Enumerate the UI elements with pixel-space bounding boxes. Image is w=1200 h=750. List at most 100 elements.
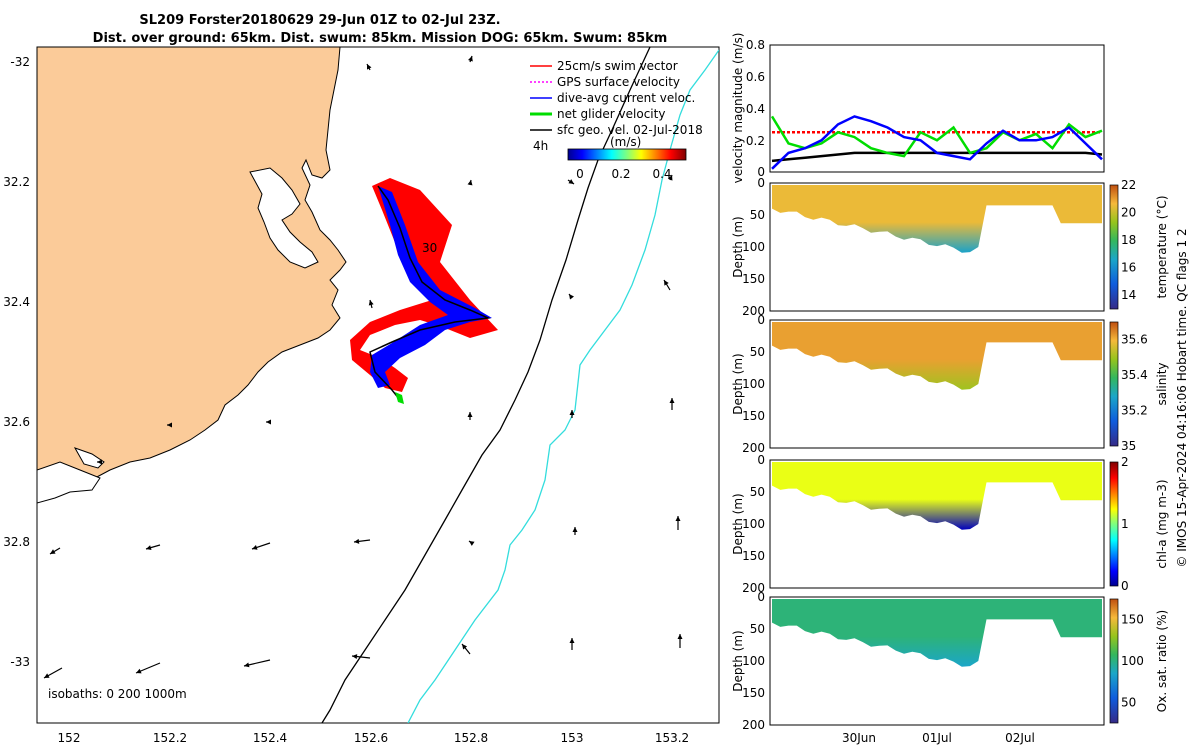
colorbar-tick: 14 xyxy=(1121,288,1136,302)
velocity-ytick: 0.8 xyxy=(746,38,765,52)
track-label: 30 xyxy=(422,241,437,255)
velocity-ytick: 0.4 xyxy=(746,102,765,116)
geo-arrowhead xyxy=(572,527,578,532)
footer-credit: © IMOS 15-Apr-2024 04:16:06 Hobart time.… xyxy=(1175,228,1189,567)
map-xtick: 152.6 xyxy=(354,731,388,745)
colorbar-tick: 0.2 xyxy=(611,167,630,181)
colorbar-tick: 16 xyxy=(1121,261,1136,275)
heatmap-colorbar xyxy=(1109,321,1119,447)
map-ytick: 32.2 xyxy=(3,175,30,189)
map-ytick: -32 xyxy=(10,55,30,69)
geo-arrowhead xyxy=(569,638,575,643)
colorbar-tick: 35 xyxy=(1121,439,1136,453)
geo-arrowhead xyxy=(677,634,683,639)
colorbar-label: salinity xyxy=(1155,362,1169,405)
geo-arrowhead xyxy=(50,549,56,554)
heatmap-ytick: 0 xyxy=(757,313,765,327)
legend-label: 25cm/s swim vector xyxy=(557,59,678,73)
velocity-frame xyxy=(769,44,1105,173)
heatmap-panel-salinity: 0 50 100 150 200 Depth (m) 35.6 35.4 35.2 35 salin… xyxy=(731,313,1169,455)
geo-arrowhead xyxy=(462,644,468,650)
map-yticks: -32 32.2 32.4 32.6 32.8 -33 xyxy=(3,55,30,669)
heatmap-ytick: 200 xyxy=(742,441,765,455)
heatmap-ytick: 50 xyxy=(750,345,765,359)
heatmap-ytick: 0 xyxy=(757,590,765,604)
heatmap-data-region xyxy=(772,185,1102,253)
heatmap-ytick: 200 xyxy=(742,304,765,318)
geo-arrowhead xyxy=(354,538,360,544)
legend-label: net glider velocity xyxy=(557,107,665,121)
map-xtick: 152.8 xyxy=(454,731,488,745)
velocity-ytick: 0.6 xyxy=(746,70,765,84)
colorbar-label: chl-a (mg m-3) xyxy=(1155,479,1169,568)
colorbar-tick: 20 xyxy=(1121,206,1136,220)
geo-arrowhead xyxy=(675,516,681,521)
geo-arrowhead xyxy=(244,662,250,668)
heatmap-ytick: 200 xyxy=(742,581,765,595)
velocity-series-line xyxy=(770,115,1103,158)
geo-arrowhead xyxy=(252,545,258,550)
title-line2: Dist. over ground: 65km. Dist. swum: 85k… xyxy=(93,31,668,46)
map-xtick: 152.2 xyxy=(153,731,187,745)
heatmap-ytick: 150 xyxy=(742,686,765,700)
velocity-ylabel: velocity magnitude (m/s) xyxy=(731,33,745,184)
isobath-200m xyxy=(321,47,651,723)
map-xtick: 152.4 xyxy=(253,731,287,745)
colorbar-tick: 150 xyxy=(1121,613,1144,627)
heatmap-ylabel: Depth (m) xyxy=(731,353,745,414)
map-legend: 25cm/s swim vector GPS surface velocity … xyxy=(530,59,703,181)
legend-label: dive-avg current veloc. xyxy=(557,91,695,105)
geo-arrowhead xyxy=(568,179,574,184)
heatmap-ylabel: Depth (m) xyxy=(731,630,745,691)
estuary xyxy=(249,167,319,269)
geo-arrowhead xyxy=(266,419,271,425)
geo-arrowhead xyxy=(146,545,152,551)
heatmap-ytick: 150 xyxy=(742,272,765,286)
colorbar-tick: 0 xyxy=(1121,579,1129,593)
time-tick: 02Jul xyxy=(1005,731,1035,745)
colorbar-tick: 50 xyxy=(1121,695,1136,709)
geo-arrowhead xyxy=(44,673,50,678)
current-vectors xyxy=(370,186,492,388)
colorbar-tick: 1 xyxy=(1121,517,1129,531)
map-ytick: 32.8 xyxy=(3,535,30,549)
legend-label: sfc geo. vel. 02-Jul-2018 xyxy=(557,123,703,137)
geo-arrowhead xyxy=(467,412,473,417)
heatmap-ytick: 100 xyxy=(742,377,765,391)
geo-arrowhead xyxy=(669,398,675,403)
estuary xyxy=(73,447,105,469)
geo-arrowhead xyxy=(367,64,372,70)
colorbar-label: temperature (°C) xyxy=(1155,196,1169,299)
velocity-ytick: 0 xyxy=(757,165,765,179)
map-xtick: 152 xyxy=(58,731,81,745)
heatmap-ytick: 200 xyxy=(742,718,765,732)
colorbar-tick: 35.2 xyxy=(1121,404,1148,418)
map-xtick: 153.2 xyxy=(655,731,689,745)
colorbar-tick: 0 xyxy=(576,167,584,181)
velocity-series xyxy=(770,115,1103,170)
net-velocity-mark xyxy=(395,392,404,404)
map-colorbar xyxy=(567,148,687,161)
right-panels: 0 0.2 0.4 0.6 0.8 velocity magnitude (m/… xyxy=(731,33,1189,745)
colorbar-tick: 35.4 xyxy=(1121,368,1148,382)
legend-label: GPS surface velocity xyxy=(557,75,680,89)
heatmap-panel-temperature: 0 50 100 150 200 Depth (m) 22 20 18 16 14 temperatu… xyxy=(731,176,1169,318)
heatmap-ylabel: Depth (m) xyxy=(731,493,745,554)
heatmap-ytick: 0 xyxy=(757,453,765,467)
glider-track xyxy=(369,185,491,401)
geo-arrowhead xyxy=(468,56,473,62)
heatmap-colorbar xyxy=(1109,184,1119,310)
colorbar-tick: 22 xyxy=(1121,178,1136,192)
heatmap-colorbar xyxy=(1109,461,1119,587)
velocity-panel: 0 0.2 0.4 0.6 0.8 velocity magnitude (m/… xyxy=(731,33,1105,184)
map-ytick: 32.4 xyxy=(3,295,30,309)
map-ytick: -33 xyxy=(10,655,30,669)
geo-arrowhead xyxy=(368,300,374,306)
heatmap-ytick: 150 xyxy=(742,549,765,563)
geo-arrowhead xyxy=(667,175,673,181)
swim-vectors xyxy=(350,178,498,392)
colorbar-tick: 0.4 xyxy=(652,167,671,181)
heatmap-ytick: 100 xyxy=(742,654,765,668)
colorbar-unit: (m/s) xyxy=(610,135,641,149)
